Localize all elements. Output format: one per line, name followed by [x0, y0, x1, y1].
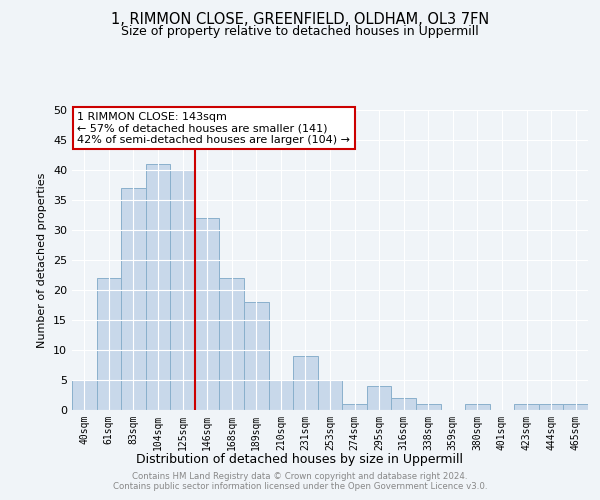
- Text: Size of property relative to detached houses in Uppermill: Size of property relative to detached ho…: [121, 25, 479, 38]
- Bar: [269, 380, 293, 410]
- Bar: [244, 302, 269, 410]
- Bar: [170, 170, 195, 410]
- Bar: [318, 380, 342, 410]
- Bar: [72, 380, 97, 410]
- Bar: [97, 278, 121, 410]
- Y-axis label: Number of detached properties: Number of detached properties: [37, 172, 47, 348]
- Bar: [539, 404, 563, 410]
- Text: Contains public sector information licensed under the Open Government Licence v3: Contains public sector information licen…: [113, 482, 487, 491]
- Bar: [220, 278, 244, 410]
- Bar: [342, 404, 367, 410]
- Bar: [195, 218, 220, 410]
- Bar: [146, 164, 170, 410]
- Bar: [563, 404, 588, 410]
- Bar: [367, 386, 391, 410]
- Bar: [391, 398, 416, 410]
- Text: Distribution of detached houses by size in Uppermill: Distribution of detached houses by size …: [137, 452, 464, 466]
- Bar: [465, 404, 490, 410]
- Bar: [416, 404, 440, 410]
- Bar: [514, 404, 539, 410]
- Text: 1 RIMMON CLOSE: 143sqm
← 57% of detached houses are smaller (141)
42% of semi-de: 1 RIMMON CLOSE: 143sqm ← 57% of detached…: [77, 112, 350, 144]
- Text: Contains HM Land Registry data © Crown copyright and database right 2024.: Contains HM Land Registry data © Crown c…: [132, 472, 468, 481]
- Text: 1, RIMMON CLOSE, GREENFIELD, OLDHAM, OL3 7FN: 1, RIMMON CLOSE, GREENFIELD, OLDHAM, OL3…: [111, 12, 489, 28]
- Bar: [293, 356, 318, 410]
- Bar: [121, 188, 146, 410]
